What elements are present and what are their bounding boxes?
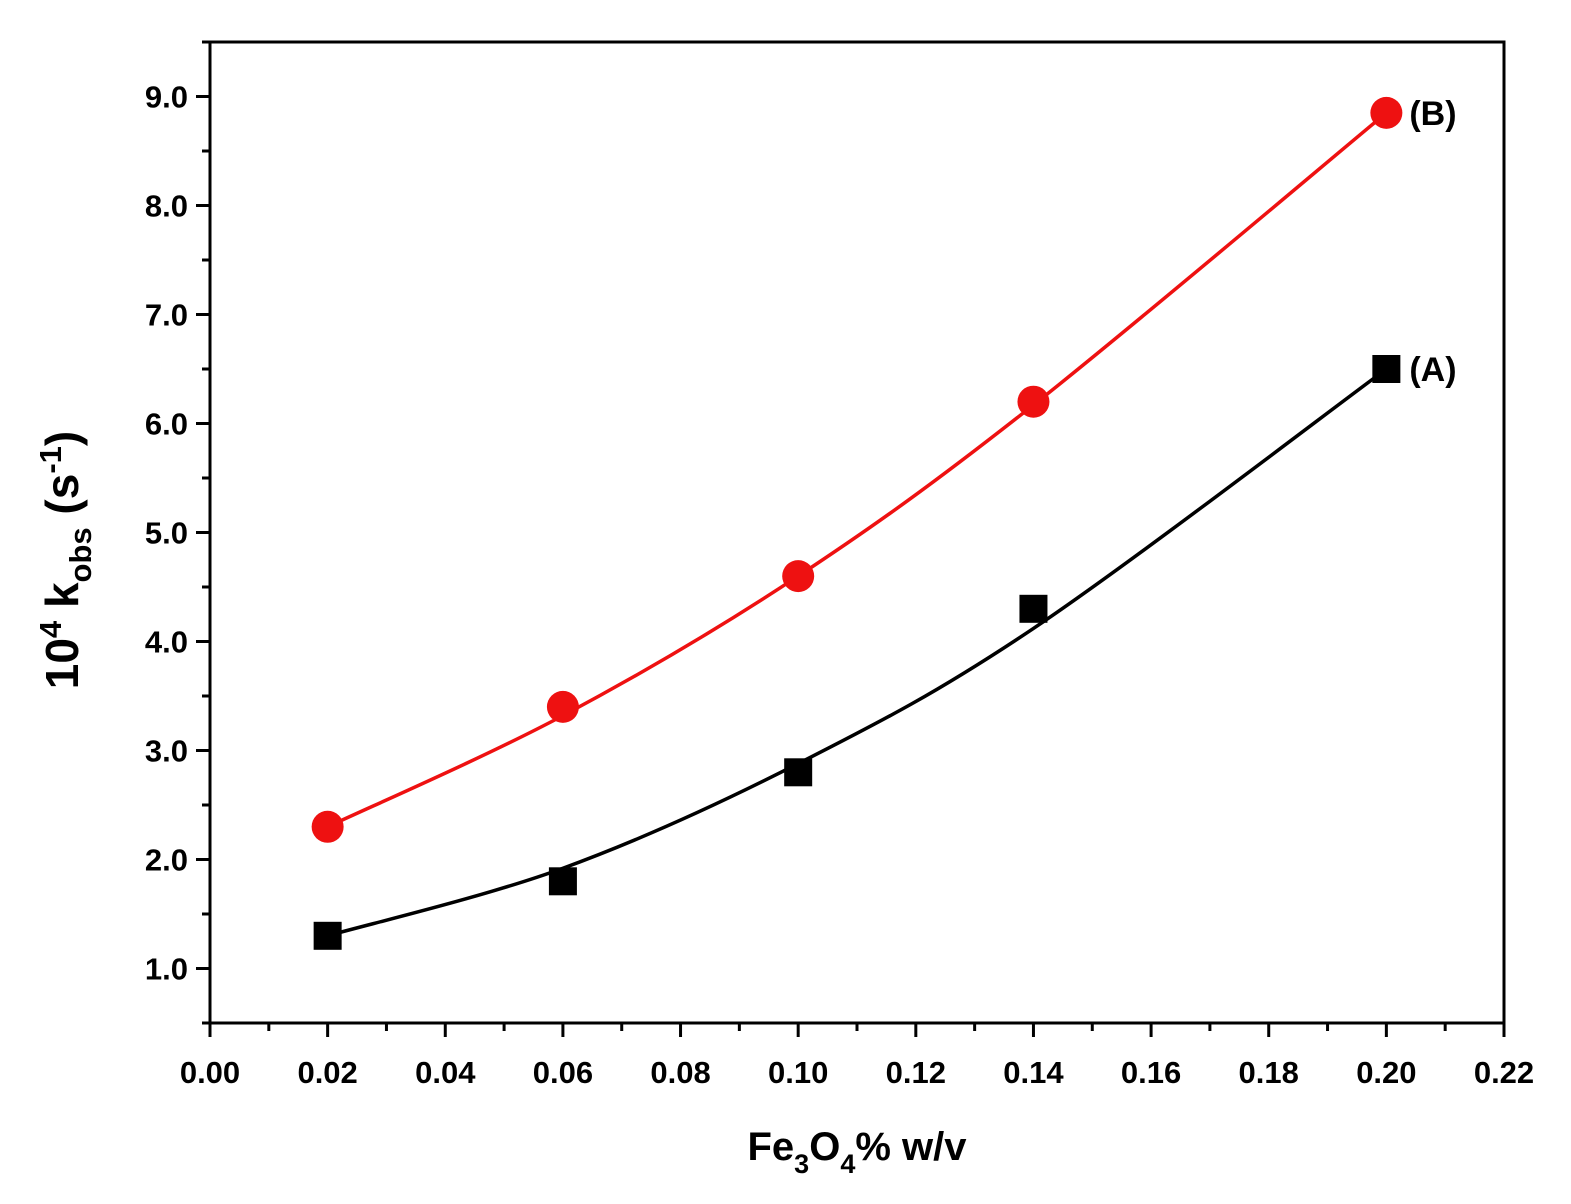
y-tick-label: 9.0: [145, 80, 188, 115]
data-point-circle: [1370, 96, 1403, 129]
x-tick-label: 0.08: [650, 1055, 710, 1090]
data-point-circle: [311, 810, 344, 843]
data-point-square: [548, 867, 577, 896]
y-axis-ticks: 1.0 2.0 3.0 4.0 5.0 6.0 7.0 8.0 9.0: [145, 40, 210, 1025]
y-axis-title-sub: obs: [63, 527, 98, 582]
y-tick-label: 5.0: [145, 516, 188, 551]
y-axis-title-unit-sup: -1: [33, 446, 68, 474]
x-tick-label: 0.10: [768, 1055, 828, 1090]
x-tick-label: 0.00: [180, 1055, 240, 1090]
data-points: [311, 96, 1403, 950]
x-axis-title-sub1: 3: [794, 1149, 809, 1179]
series-label: (A): [1409, 351, 1456, 389]
x-tick-label: 0.02: [297, 1055, 357, 1090]
x-axis-title-base: Fe: [747, 1125, 794, 1169]
y-tick-label: 8.0: [145, 189, 188, 224]
x-axis-title-sub2: 4: [840, 1149, 855, 1179]
y-axis-title-base: 10: [36, 638, 88, 689]
x-axis-title: Fe3O4% w/v: [747, 1125, 967, 1179]
x-axis-ticks: 0.00 0.02 0.04 0.06 0.08 0.10 0.12 0.14 0.16 0.18…: [180, 1023, 1534, 1090]
y-tick-label: 3.0: [145, 734, 188, 769]
x-tick-label: 0.14: [1003, 1055, 1064, 1090]
x-tick-label: 0.16: [1121, 1055, 1181, 1090]
data-point-square: [1019, 594, 1048, 623]
x-axis-title-rest: % w/v: [855, 1125, 967, 1169]
y-axis-title-unit-close: ): [36, 431, 88, 446]
x-tick-label: 0.12: [886, 1055, 946, 1090]
x-tick-label: 0.04: [415, 1055, 476, 1090]
x-tick-label: 0.18: [1239, 1055, 1299, 1090]
x-axis-title-mid: O: [809, 1125, 840, 1169]
data-point-circle: [1017, 385, 1050, 418]
series-labels: (A) (B): [1409, 95, 1456, 389]
fit-curve: [327, 367, 1388, 938]
plot-frame: [208, 40, 1506, 1025]
x-tick-label: 0.20: [1356, 1055, 1416, 1090]
y-tick-label: 1.0: [145, 952, 188, 987]
fit-curve: [326, 111, 1388, 829]
y-axis-title-sup: 4: [33, 620, 68, 638]
data-point-circle: [546, 690, 579, 723]
x-tick-label: 0.06: [533, 1055, 593, 1090]
y-axis-title-unit-open: (s: [36, 474, 88, 528]
data-point-circle: [782, 560, 815, 593]
data-point-square: [313, 921, 342, 950]
series-label: (B): [1409, 95, 1456, 133]
data-point-square: [784, 758, 813, 787]
y-tick-label: 6.0: [145, 407, 188, 442]
y-axis-title: 104 kobs (s-1): [33, 431, 98, 690]
data-point-square: [1372, 355, 1401, 383]
y-tick-label: 7.0: [145, 298, 188, 333]
x-tick-label: 0.22: [1474, 1055, 1534, 1090]
y-tick-label: 2.0: [145, 843, 188, 878]
y-tick-label: 4.0: [145, 625, 188, 660]
y-axis-title-k: k: [36, 582, 88, 621]
fit-curves: [326, 111, 1388, 938]
